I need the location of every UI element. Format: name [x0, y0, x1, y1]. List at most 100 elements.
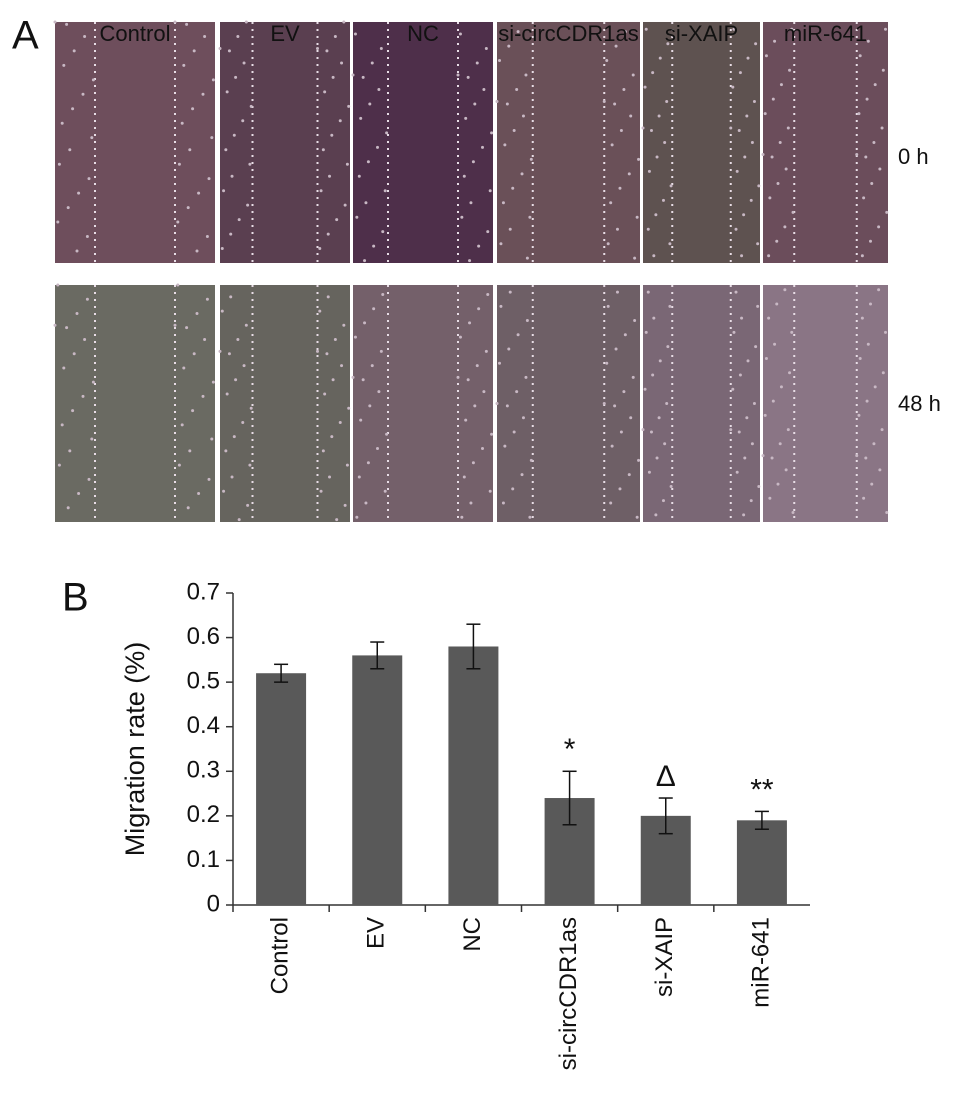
y-tick-label: 0.7: [187, 578, 220, 605]
cell: [778, 141, 782, 144]
cell: [225, 90, 229, 94]
cell: [201, 92, 205, 96]
cell: [749, 198, 753, 202]
cell: [735, 169, 739, 173]
significance-mark: **: [750, 773, 774, 806]
cell: [786, 428, 790, 432]
cell: [244, 20, 248, 24]
cell: [637, 458, 641, 462]
cell: [881, 68, 885, 72]
cell: [761, 454, 765, 458]
cell: [191, 409, 195, 413]
x-tick-label: Control: [266, 917, 293, 994]
cell: [318, 309, 322, 313]
cell: [357, 475, 361, 479]
cell: [66, 506, 70, 510]
row-label: 48 h: [898, 391, 941, 416]
x-tick-label: EV: [363, 917, 390, 949]
cell: [458, 335, 462, 339]
cell: [66, 206, 70, 210]
cell: [602, 100, 606, 104]
cell: [72, 352, 76, 356]
bar: [256, 673, 307, 905]
cell: [525, 256, 529, 260]
cell: [745, 114, 749, 118]
cell: [340, 61, 344, 65]
cell: [486, 230, 490, 234]
cell: [768, 496, 772, 500]
cell: [326, 295, 330, 299]
cell: [521, 416, 525, 420]
cell: [353, 32, 357, 36]
cell: [343, 503, 347, 507]
cell: [647, 169, 651, 173]
cell: [177, 162, 181, 166]
cell: [227, 49, 231, 53]
cell: [524, 375, 528, 379]
cell: [81, 92, 85, 96]
micrograph: [353, 285, 493, 522]
cell: [869, 302, 872, 306]
cell: [512, 128, 516, 132]
column-label: si-XAIP: [665, 21, 738, 46]
cell: [77, 492, 81, 496]
cell: [652, 254, 656, 258]
cell: [186, 206, 190, 210]
cell: [643, 85, 647, 89]
cell: [340, 364, 344, 368]
cell: [225, 392, 229, 396]
cell: [462, 475, 466, 479]
cell: [368, 404, 372, 408]
cell: [381, 292, 385, 296]
cell: [237, 218, 241, 222]
cell: [230, 475, 234, 479]
cell: [197, 191, 201, 195]
cell: [490, 432, 494, 436]
cell: [83, 338, 87, 342]
cell: [176, 283, 180, 287]
cell: [242, 364, 246, 368]
cell: [783, 288, 787, 292]
cell: [524, 73, 528, 77]
cell: [177, 463, 181, 467]
cell: [619, 430, 623, 434]
cell: [622, 87, 626, 91]
y-tick-label: 0: [207, 890, 220, 917]
cell: [363, 259, 367, 263]
cell: [878, 167, 882, 171]
cell: [60, 121, 64, 125]
cell: [756, 242, 760, 246]
cell: [866, 39, 870, 43]
cell: [222, 189, 226, 193]
cell: [614, 347, 618, 351]
cell: [464, 418, 468, 422]
cell: [738, 373, 742, 377]
cell: [462, 174, 466, 178]
cell: [602, 402, 606, 405]
cell: [627, 473, 631, 477]
cell: [881, 371, 885, 375]
y-tick-label: 0.2: [187, 801, 220, 828]
cell: [654, 513, 658, 517]
cell: [773, 342, 777, 346]
cell: [499, 304, 503, 308]
cell: [383, 189, 387, 193]
cell: [460, 515, 464, 519]
micrograph: [763, 22, 888, 263]
cell: [661, 499, 665, 503]
cell: [376, 145, 379, 149]
cell: [746, 359, 750, 363]
cell: [319, 189, 323, 193]
cell: [654, 213, 658, 217]
cell: [56, 220, 60, 224]
cell: [669, 184, 673, 188]
cell: [385, 432, 389, 436]
cell: [619, 128, 623, 132]
cell: [737, 430, 741, 434]
cell: [652, 316, 656, 320]
cell: [490, 131, 494, 135]
cell: [501, 501, 505, 505]
cell: [211, 78, 215, 82]
cell: [207, 477, 211, 481]
